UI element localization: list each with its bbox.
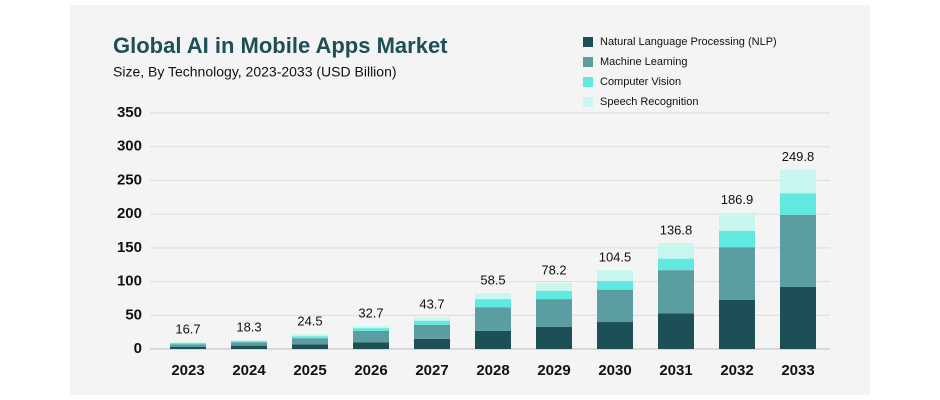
y-tick-label: 350 [117,104,142,121]
bar-segment [597,280,633,290]
bar-segment [414,338,450,349]
bar-segment [475,299,511,308]
y-tick-label: 200 [117,205,142,222]
total-label: 16.7 [175,322,200,337]
y-tick-label: 150 [117,239,142,256]
total-label: 58.5 [480,272,505,287]
x-tick-label: 2030 [598,362,631,379]
bar-segment [719,247,755,300]
x-tick-label: 2027 [415,362,448,379]
total-label: 43.7 [419,297,444,312]
x-tick-label: 2032 [720,362,753,379]
legend-swatch [583,77,593,87]
x-tick-label: 2028 [476,362,509,379]
y-tick-label: 50 [125,306,142,323]
y-tick-label: 100 [117,273,142,290]
bar-segment [536,291,572,300]
bar-segment [536,282,572,292]
bar-segment [231,345,267,349]
bar-segment [536,326,572,349]
bar-segment [780,193,816,215]
bar-segment [170,346,206,349]
y-tick-label: 0 [134,340,142,357]
bar-segment [170,344,206,347]
bar-segment [475,330,511,349]
bar-segment [292,334,328,337]
bar-segment [780,169,816,194]
bar-segment [719,299,755,349]
x-tick-label: 2029 [537,362,570,379]
bar-segment [353,326,389,329]
y-tick-label: 300 [117,138,142,155]
bar-segment [658,313,694,349]
total-label: 136.8 [660,223,693,238]
bar-segment [597,270,633,281]
bar-segment [170,342,206,343]
bar-segment [231,340,267,341]
legend-label: Computer Vision [600,76,681,88]
bar-segment [475,293,511,300]
x-tick-label: 2026 [354,362,387,379]
legend-swatch [583,57,593,67]
chart-title: Global AI in Mobile Apps Market [113,33,448,58]
total-label: 78.2 [541,262,566,277]
legend-label: Natural Language Processing (NLP) [600,36,777,48]
bar-segment [292,336,328,339]
legend-swatch [583,37,593,47]
total-label: 104.5 [599,250,632,265]
bar-segment [658,270,694,314]
bar-segment [719,231,755,248]
x-tick-label: 2031 [659,362,692,379]
bar-segment [414,324,450,339]
x-tick-label: 2024 [232,362,266,379]
bar-segment [597,289,633,323]
chart-subtitle: Size, By Technology, 2023-2033 (USD Bill… [113,64,397,80]
bar-segment [780,214,816,287]
bar-segment [780,286,816,349]
x-tick-label: 2023 [171,362,204,379]
total-label: 32.7 [358,306,383,321]
bar-segment [292,344,328,349]
bar-segment [719,212,755,231]
x-tick-label: 2025 [293,362,326,379]
bar-segment [353,330,389,343]
bar-segment [231,340,267,343]
bar-segment [231,342,267,346]
bar-segment [658,243,694,259]
bar-segment [353,328,389,331]
bar-segment [475,307,511,331]
legend-swatch [583,97,593,107]
legend-label: Machine Learning [600,56,687,68]
bar-segment [353,342,389,349]
y-tick-label: 250 [117,171,142,188]
bar-segment [170,342,206,345]
bar-segment [292,338,328,345]
total-label: 186.9 [721,192,754,207]
bar-segment [536,299,572,327]
bar-segment [414,317,450,321]
total-label: 249.8 [782,149,815,164]
legend-label: Speech Recognition [600,96,698,108]
x-tick-label: 2033 [781,362,814,379]
bar-segment [658,258,694,271]
total-label: 24.5 [297,314,322,329]
total-label: 18.3 [236,320,261,335]
bar-segment [597,322,633,349]
bar-segment [414,320,450,325]
